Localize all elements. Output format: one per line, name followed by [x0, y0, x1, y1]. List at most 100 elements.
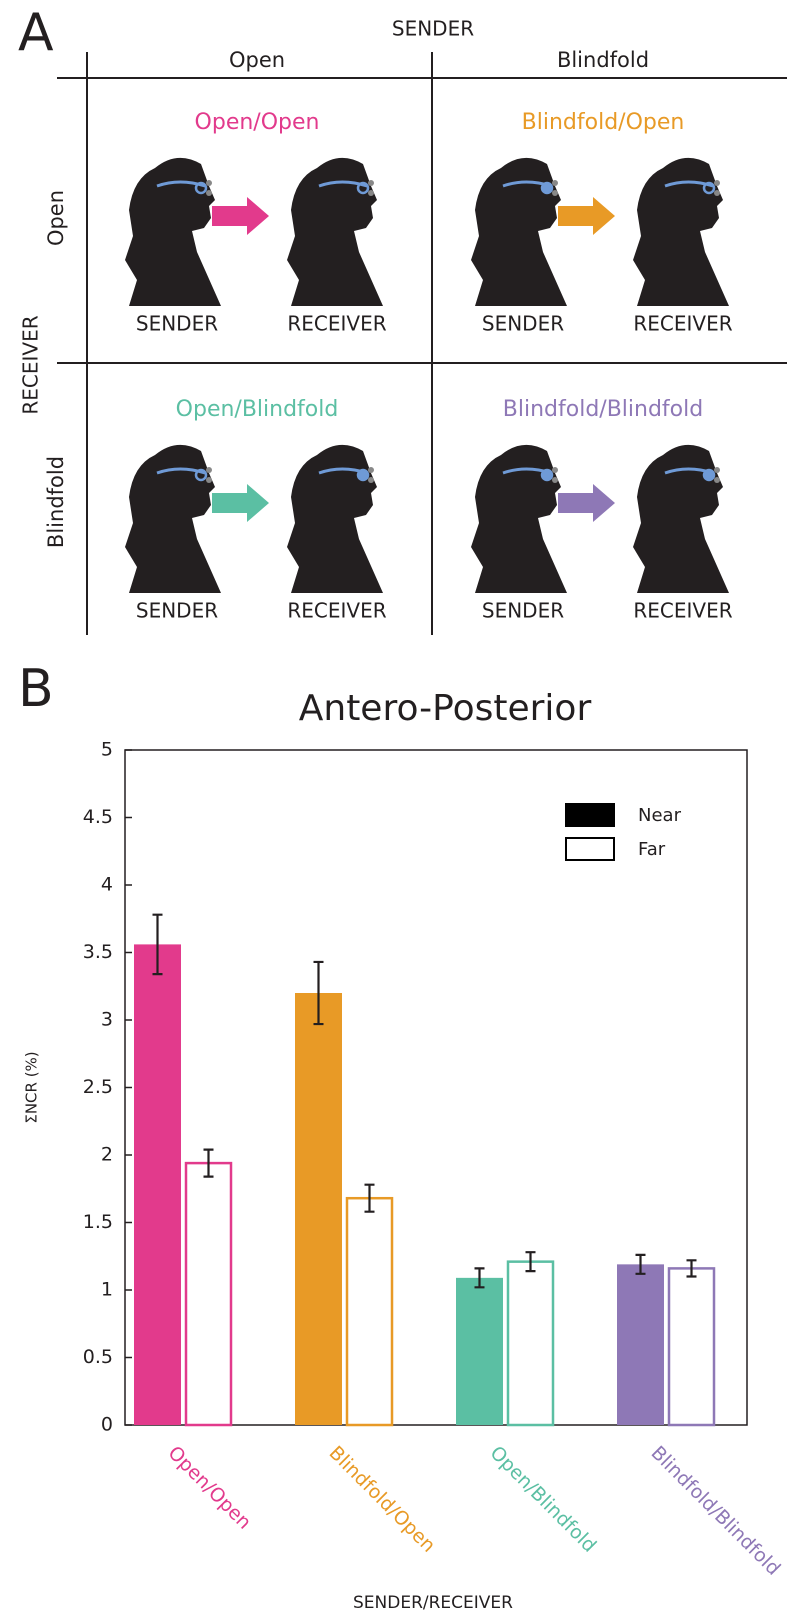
row-label: Blindfold: [44, 456, 68, 548]
electrode: [714, 180, 720, 186]
silhouette: [125, 444, 221, 593]
panel-label: A: [18, 3, 54, 63]
cells: Open/Open SENDER RECEIVER Blindfold/Open SEN…: [125, 110, 733, 623]
error-bar: [313, 960, 324, 1026]
eye: [194, 468, 208, 482]
y-tick-label: 3: [101, 1009, 113, 1031]
cell-title: Open/Blindfold: [176, 397, 339, 422]
bar: [667, 1267, 716, 1427]
electrode: [552, 190, 558, 196]
bar: [295, 993, 342, 1425]
receiver-label: RECEIVER: [633, 312, 732, 336]
eeg-band: [318, 180, 368, 188]
legend-label: Near: [638, 805, 682, 826]
electrode: [714, 477, 720, 483]
bar: [617, 1264, 664, 1425]
bar: [134, 944, 181, 1425]
eye: [194, 181, 208, 195]
y-axis-label: ΣNCR (%): [23, 1051, 41, 1123]
y-tick-label: 1: [101, 1279, 113, 1301]
receiver-label: RECEIVER: [633, 599, 732, 623]
silhouette: [125, 157, 221, 306]
electrode: [206, 190, 212, 196]
sender-label: SENDER: [136, 312, 218, 336]
silhouette: [633, 444, 729, 593]
eeg-band: [156, 467, 206, 475]
panel-label: B: [18, 659, 54, 719]
bar: [184, 1161, 233, 1427]
eye: [356, 181, 370, 195]
error-bar: [686, 1259, 697, 1278]
silhouette: [633, 157, 729, 306]
cell-title: Blindfold/Open: [522, 110, 685, 135]
grid-frame: [57, 52, 787, 635]
cell-title: Open/Open: [195, 110, 320, 135]
legend-label: Far: [638, 839, 666, 860]
arrow: [212, 484, 269, 522]
electrode: [368, 190, 374, 196]
electrode: [368, 477, 374, 483]
y-tick-label: 0.5: [83, 1346, 113, 1368]
electrode: [714, 190, 720, 196]
chart: B Antero-Posterior ΣNCR (%) SENDER/RECEIVER…: [18, 659, 785, 1613]
electrode: [552, 477, 558, 483]
electrode: [206, 180, 212, 186]
bar: [456, 1277, 503, 1425]
bar: [345, 1196, 394, 1427]
eye: [356, 468, 370, 482]
chart-title: Antero-Posterior: [299, 688, 592, 729]
error-bar: [152, 913, 163, 976]
x-tick-label: Open/Open: [164, 1442, 256, 1534]
eye: [540, 181, 554, 195]
row-header: RECEIVER: [19, 315, 43, 414]
electrode: [368, 467, 374, 473]
error-bar: [635, 1253, 646, 1275]
column-label: Open: [229, 48, 285, 72]
arrow: [558, 484, 615, 522]
eye: [702, 468, 716, 482]
error-bar: [364, 1183, 375, 1213]
receiver-label: RECEIVER: [287, 312, 386, 336]
bar: [506, 1260, 555, 1427]
electrode: [714, 467, 720, 473]
y-tick-label: 3.5: [83, 941, 113, 963]
plot-frame: [124, 749, 748, 1426]
error-bar: [203, 1148, 214, 1178]
arrow: [212, 197, 269, 235]
eye: [540, 468, 554, 482]
receiver-label: RECEIVER: [287, 599, 386, 623]
error-bar: [525, 1251, 536, 1273]
y-tick-label: 2: [101, 1144, 113, 1166]
silhouette: [287, 157, 383, 306]
y-tick-label: 4: [101, 874, 113, 896]
error-bar: [474, 1267, 485, 1289]
eeg-band: [664, 180, 714, 188]
silhouette: [471, 157, 567, 306]
x-axis-label: SENDER/RECEIVER: [353, 1593, 513, 1613]
column-label: Blindfold: [557, 48, 649, 72]
y-tick-label: 1.5: [83, 1211, 113, 1233]
electrode: [206, 477, 212, 483]
y-tick-label: 4.5: [83, 806, 113, 828]
silhouette: [471, 444, 567, 593]
x-tick-label: Open/Blindfold: [486, 1442, 601, 1557]
y-tick-label: 0: [101, 1414, 113, 1436]
electrode: [368, 180, 374, 186]
sender-label: SENDER: [482, 599, 564, 623]
x-tick-label: Blindfold/Blindfold: [647, 1442, 785, 1580]
y-tick-label: 2.5: [83, 1076, 113, 1098]
arrow: [558, 197, 615, 235]
silhouette: [287, 444, 383, 593]
electrode: [552, 467, 558, 473]
legend-swatch: [565, 837, 615, 861]
sender-label: SENDER: [482, 312, 564, 336]
legend-swatch: [565, 803, 615, 827]
column-header: SENDER: [392, 17, 474, 41]
electrode: [206, 467, 212, 473]
eye: [702, 181, 716, 195]
y-tick-label: 5: [101, 739, 113, 761]
cell-title: Blindfold/Blindfold: [503, 397, 703, 422]
eeg-band: [156, 180, 206, 188]
electrode: [552, 180, 558, 186]
